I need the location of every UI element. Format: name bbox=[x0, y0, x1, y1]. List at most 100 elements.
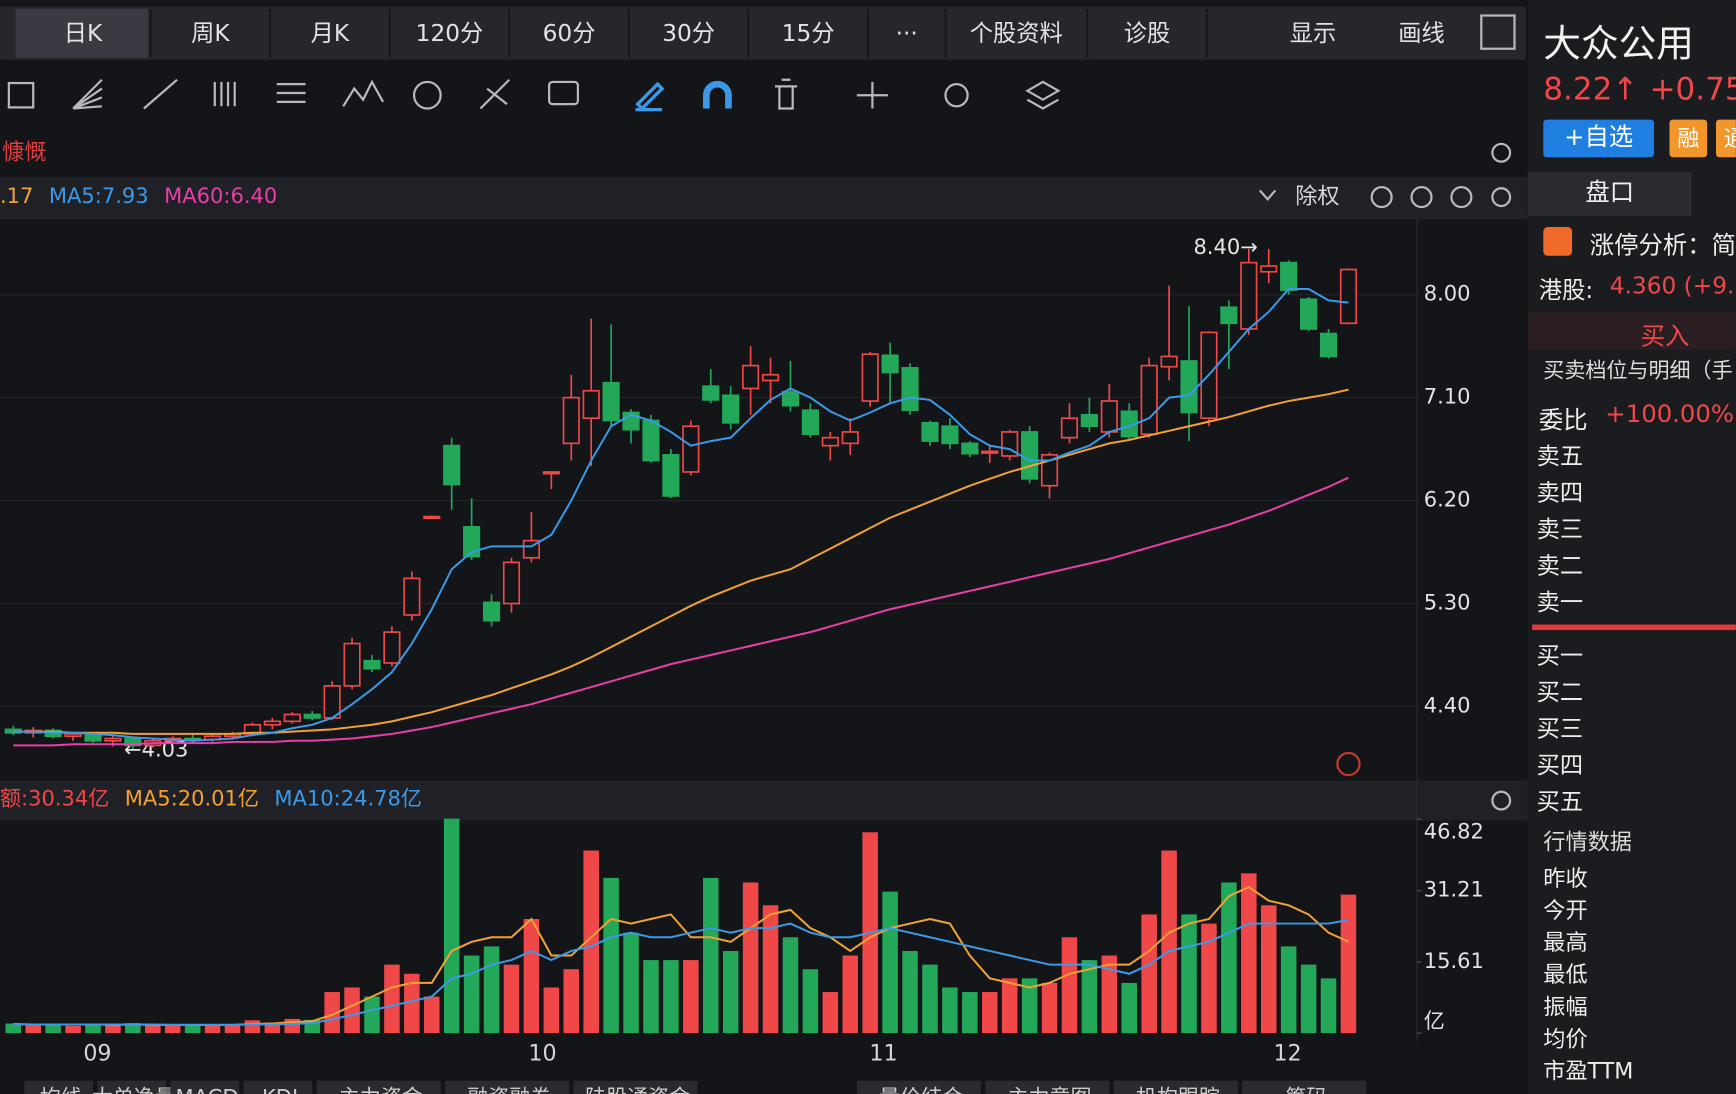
volume-bar bbox=[683, 960, 699, 1034]
candle-body bbox=[961, 442, 979, 455]
candle-body bbox=[303, 713, 321, 719]
tab[interactable]: 周K bbox=[191, 20, 230, 47]
volume-bar bbox=[742, 882, 759, 1034]
stat-label: 今开 bbox=[1543, 896, 1588, 924]
hk-label: 港股: bbox=[1538, 276, 1594, 304]
candle-body bbox=[582, 389, 600, 420]
bottom-tab-label[interactable]: 主力资金 bbox=[339, 1084, 423, 1094]
tab[interactable]: 120分 bbox=[416, 20, 484, 47]
candle-body bbox=[941, 425, 959, 445]
volume-bar bbox=[1221, 882, 1237, 1034]
bottom-tab-label[interactable]: 大单净量 bbox=[92, 1084, 176, 1094]
volume-bar bbox=[1081, 960, 1098, 1034]
volume-bar bbox=[1141, 914, 1157, 1034]
volume-bar bbox=[483, 946, 500, 1034]
candle-body bbox=[1220, 306, 1238, 325]
bottom-tab-label[interactable]: 机构跟踪 bbox=[1136, 1084, 1220, 1094]
tool-icon bbox=[213, 81, 236, 107]
y-tick-label: 6.20 bbox=[1424, 487, 1471, 512]
tool-icon bbox=[7, 81, 35, 109]
bottom-tab-label[interactable]: 量价结合 bbox=[879, 1084, 963, 1094]
bid-label: 买五 bbox=[1536, 788, 1584, 815]
volume-bar bbox=[643, 960, 659, 1034]
ask-label: 卖三 bbox=[1536, 516, 1584, 543]
candle-body bbox=[463, 526, 481, 558]
buy-bar bbox=[1527, 312, 1736, 350]
limit-analysis[interactable]: 涨停分析：简 bbox=[1589, 232, 1736, 261]
volume-bar bbox=[902, 950, 918, 1034]
volume-bar bbox=[264, 1022, 281, 1034]
tab[interactable]: 30分 bbox=[662, 20, 715, 47]
tool-icon bbox=[944, 83, 969, 108]
limit-icon bbox=[1543, 226, 1573, 256]
volume-bar bbox=[1161, 850, 1177, 1034]
volume-bar bbox=[822, 992, 839, 1034]
tab[interactable]: ··· bbox=[896, 20, 918, 47]
tab[interactable]: 日K bbox=[64, 20, 103, 47]
candle-body bbox=[1240, 261, 1258, 330]
volume-bar bbox=[563, 969, 580, 1034]
volume-bar bbox=[105, 1025, 121, 1034]
bottom-tab-label[interactable]: 主力意图 bbox=[1007, 1084, 1091, 1094]
tab[interactable]: 画线 bbox=[1398, 20, 1445, 47]
tab[interactable]: 诊股 bbox=[1124, 20, 1171, 47]
candle-body bbox=[1300, 298, 1318, 330]
tool-icon bbox=[412, 80, 442, 110]
candle-body bbox=[363, 659, 381, 670]
bottom-tab bbox=[97, 1080, 167, 1094]
tab[interactable]: 15分 bbox=[782, 20, 835, 47]
tab[interactable]: 60分 bbox=[543, 20, 596, 47]
bottom-tab bbox=[985, 1080, 1110, 1094]
tab-bar bbox=[0, 6, 1526, 60]
volume-bar bbox=[1061, 937, 1078, 1034]
candle-body bbox=[742, 364, 760, 390]
volume-bar bbox=[503, 964, 520, 1034]
volume-bar bbox=[722, 950, 739, 1034]
stat-label: 振幅 bbox=[1543, 993, 1588, 1020]
bottom-tab-label[interactable]: KDJ bbox=[262, 1084, 298, 1094]
volume-bar bbox=[204, 1025, 221, 1034]
candle-body bbox=[1319, 332, 1338, 358]
volume-bar bbox=[404, 973, 420, 1034]
candle-body bbox=[1060, 417, 1079, 439]
tab[interactable]: 盘口 bbox=[1527, 171, 1692, 216]
candle-body bbox=[562, 396, 580, 445]
y-tick-label: 15.61 bbox=[1424, 948, 1484, 973]
volume-bar bbox=[922, 964, 938, 1034]
ma-line bbox=[13, 476, 1349, 747]
bottom-tab-label[interactable]: 陆股通资金 bbox=[585, 1084, 690, 1094]
zoom-in bbox=[1410, 186, 1433, 209]
bottom-tab-label[interactable]: 筹码 bbox=[1285, 1084, 1327, 1094]
candle-body bbox=[861, 353, 879, 402]
zoom-out bbox=[1370, 186, 1393, 209]
candle-body bbox=[1140, 364, 1158, 436]
magnet-tool bbox=[703, 80, 732, 109]
volume-bar bbox=[164, 1025, 181, 1034]
volume-bar bbox=[882, 891, 898, 1034]
volume-bar bbox=[523, 918, 540, 1034]
ask-label: 卖一 bbox=[1536, 589, 1584, 616]
add-watch[interactable]: +自选 bbox=[1543, 119, 1655, 158]
candle-body bbox=[502, 561, 521, 605]
candle-body bbox=[482, 601, 501, 622]
bottom-tab-label[interactable]: 融资融券 bbox=[467, 1084, 551, 1094]
candle-body bbox=[761, 373, 780, 382]
tab[interactable]: 显示 bbox=[1290, 20, 1337, 47]
tab[interactable]: 月K bbox=[311, 20, 350, 47]
volume-bar bbox=[224, 1023, 241, 1034]
tag: 慷慨 bbox=[2, 139, 46, 165]
candle-body bbox=[1080, 413, 1098, 428]
candle-body bbox=[64, 733, 82, 738]
bottom-tab-label[interactable]: 均线 bbox=[40, 1084, 82, 1094]
stock-name: 大众公用 bbox=[1543, 22, 1694, 67]
bottom-tab bbox=[856, 1080, 981, 1094]
buy-button[interactable]: 买入 bbox=[1640, 323, 1690, 352]
volume-bar bbox=[65, 1025, 81, 1034]
bottom-tab-label[interactable]: MACD bbox=[176, 1084, 239, 1094]
volume-bar bbox=[125, 1023, 141, 1034]
high-annotation: 8.40→ bbox=[1193, 234, 1257, 259]
y-tick-label: 亿 bbox=[1424, 1008, 1445, 1033]
tab[interactable]: 个股资料 bbox=[970, 20, 1063, 47]
candle-body bbox=[702, 385, 720, 401]
